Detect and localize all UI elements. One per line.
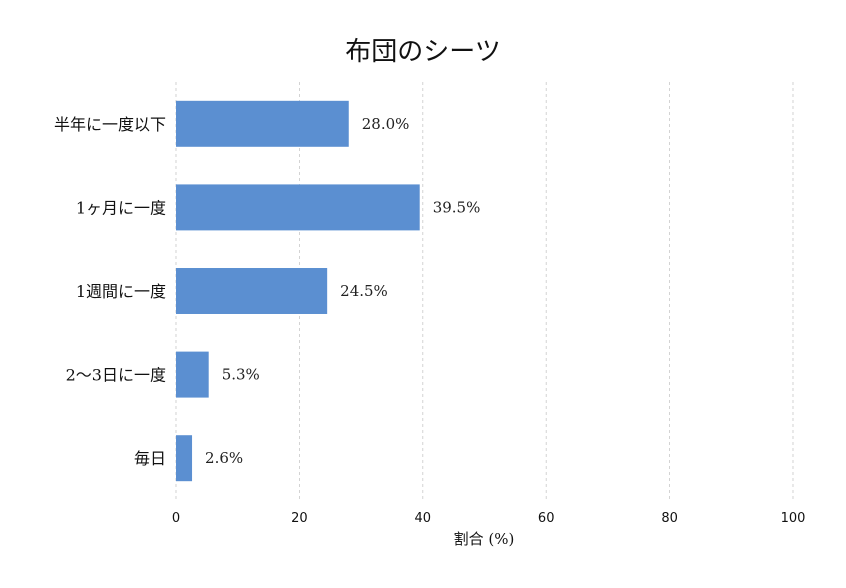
category-label: 1ヶ月に一度 xyxy=(76,198,166,217)
category-label: 2〜3日に一度 xyxy=(66,366,166,385)
bar xyxy=(176,100,349,147)
x-tick-label: 20 xyxy=(291,511,308,526)
value-label: 2.6% xyxy=(205,449,243,467)
x-tick-labels: 0 20 40 60 80 100 xyxy=(172,511,806,526)
value-label: 39.5% xyxy=(433,198,481,216)
category-label: 毎日 xyxy=(134,449,166,468)
bar xyxy=(176,351,209,398)
bar xyxy=(176,184,420,231)
bars: 半年に一度以下 28.0% 1ヶ月に一度 39.5% 1週間に一度 24.5% 2〜3日に一… xyxy=(54,100,481,482)
x-tick-label: 40 xyxy=(415,511,432,526)
x-tick-label: 80 xyxy=(661,511,678,526)
x-axis-title: 割合 (%) xyxy=(454,530,515,548)
category-label: 1週間に一度 xyxy=(76,282,166,301)
x-tick-label: 100 xyxy=(781,511,806,526)
chart-title: 布団のシーツ xyxy=(345,37,500,67)
bar xyxy=(176,268,328,314)
x-tick-label: 0 xyxy=(172,511,180,526)
x-tick-label: 60 xyxy=(538,511,555,526)
category-label: 半年に一度以下 xyxy=(54,115,166,134)
value-label: 5.3% xyxy=(222,366,260,384)
value-label: 28.0% xyxy=(362,115,410,133)
value-label: 24.5% xyxy=(340,282,388,300)
grid-lines xyxy=(175,82,794,500)
bar xyxy=(176,435,193,482)
